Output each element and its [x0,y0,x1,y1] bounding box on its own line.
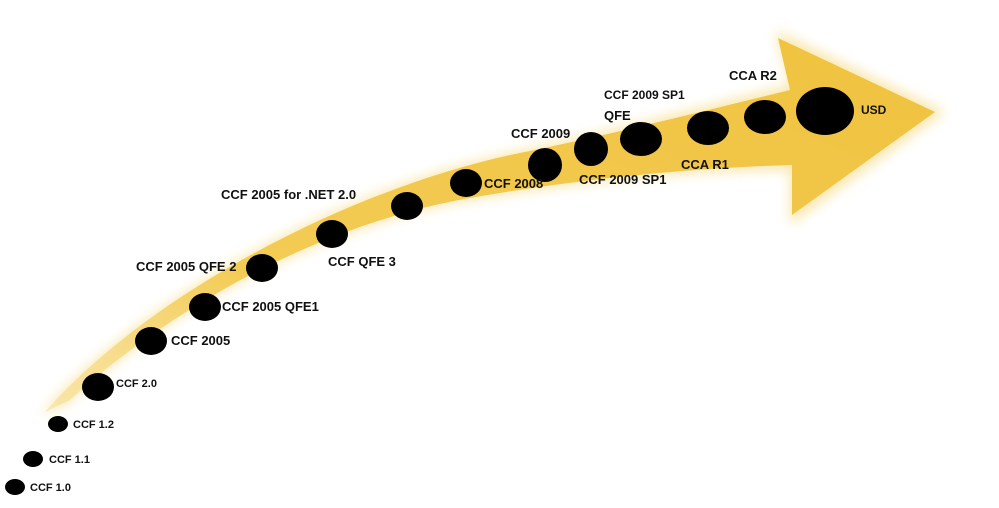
label-ccf2008: CCF 2008 [484,176,544,191]
node-ccf2005 [135,327,167,355]
label-ccf10: CCF 1.0 [30,482,71,494]
node-ccf2009sp1 [620,122,662,156]
label-ccf2005qfe2: CCF 2005 QFE 2 [136,259,237,274]
label-ccf2009sp1-top: CCF 2009 SP1 [604,88,685,102]
node-ccf20 [82,373,114,401]
label-ccfqfe3: CCF QFE 3 [328,254,396,269]
node-ccf2005qfe1 [189,293,221,321]
label-ccar2: CCA R2 [729,68,777,83]
label-ccf12: CCF 1.2 [73,419,114,431]
node-ccf2005qfe2 [246,254,278,282]
label-ccf11: CCF 1.1 [49,454,90,466]
node-usd [796,87,854,135]
timeline-arrow [45,38,935,412]
label-ccar1: CCA R1 [681,157,729,172]
node-qfe [574,132,608,166]
node-ccf2009 [528,148,562,182]
label-ccf2005qfe1: CCF 2005 QFE1 [222,299,319,314]
node-ccf12 [48,416,68,432]
node-ccf11 [23,451,43,467]
label-usd: USD [861,103,887,117]
node-ccf10 [5,479,25,495]
label-ccf2009sp1: CCF 2009 SP1 [579,172,667,187]
node-ccar1 [687,111,729,145]
node-ccf2005net20 [391,192,423,220]
label-ccf2009: CCF 2009 [511,126,571,141]
label-ccf2005: CCF 2005 [171,333,231,348]
label-ccf20: CCF 2.0 [116,378,157,390]
label-qfe: QFE [604,108,631,123]
node-ccar2 [744,100,786,134]
label-ccf2005net20: CCF 2005 for .NET 2.0 [221,187,357,202]
node-ccf2008 [450,169,482,197]
node-ccfqfe3 [316,220,348,248]
